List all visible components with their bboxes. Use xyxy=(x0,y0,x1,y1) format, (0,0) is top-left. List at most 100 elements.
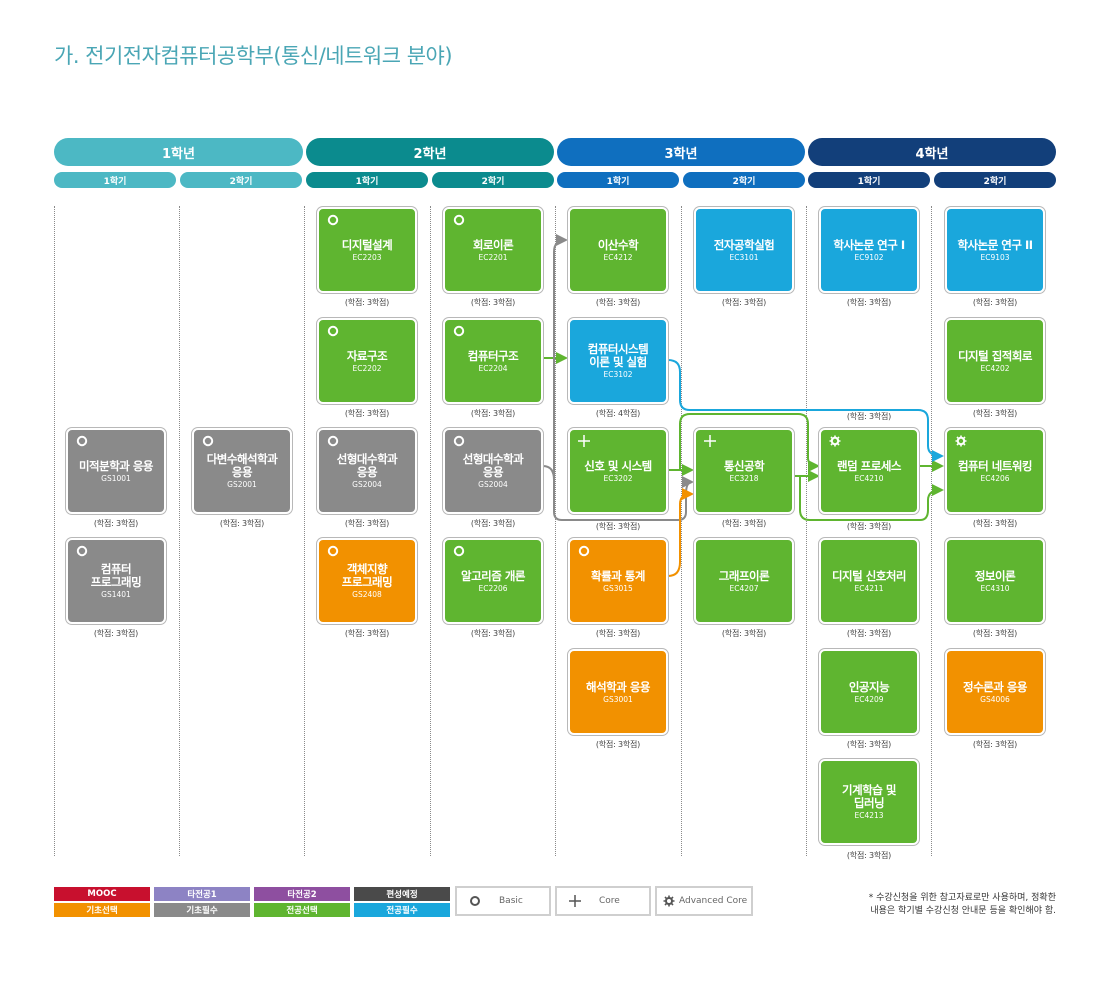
semester-header-2-2: 2학기 xyxy=(432,172,554,188)
course-credit: (학점: 3학점) xyxy=(595,740,641,749)
course-code: EC9102 xyxy=(854,252,884,262)
course-credit: (학점: 3학점) xyxy=(846,522,892,531)
course-card[interactable]: 신호 및 시스템 EC3202 xyxy=(568,428,668,514)
course-card[interactable]: 그래프이론 EC4207 xyxy=(694,538,794,624)
note-line-2: 내용은 학기별 수강신청 안내문 등을 확인해야 함. xyxy=(870,906,1056,916)
column-divider xyxy=(806,206,807,856)
course-card[interactable]: 해석학과 응용 GS3001 xyxy=(568,649,668,735)
course-card[interactable]: 객체지향 프로그래밍 GS2408 xyxy=(317,538,417,624)
course-name: 이산수학 xyxy=(597,237,639,252)
course-card[interactable]: 정보이론 EC4310 xyxy=(945,538,1045,624)
legend-basic-label: Basic xyxy=(499,896,523,906)
course-code: EC3101 xyxy=(729,252,759,262)
basic-marker-icon xyxy=(470,896,480,906)
course-code: EC4310 xyxy=(980,583,1010,593)
course-credit: (학점: 3학점) xyxy=(972,409,1018,418)
course-code: EC3202 xyxy=(603,473,633,483)
course-code: EC2203 xyxy=(352,252,382,262)
course-code: EC4210 xyxy=(854,473,884,483)
course-code: EC2202 xyxy=(352,363,382,373)
course-code: EC2201 xyxy=(478,252,508,262)
course-name: 랜덤 프로세스 xyxy=(837,458,901,473)
course-card[interactable]: 선형대수학과 응용 GS2004 xyxy=(443,428,543,514)
course-card[interactable]: 랜덤 프로세스 EC4210 xyxy=(819,428,919,514)
page-title: 가. 전기전자컴퓨터공학부(통신/네트워크 분야) xyxy=(54,44,453,68)
course-credit: (학점: 3학점) xyxy=(972,629,1018,638)
course-name: 선형대수학과 응용 xyxy=(336,452,398,479)
course-code: EC4207 xyxy=(729,583,759,593)
course-card[interactable]: 회로이론 EC2201 xyxy=(443,207,543,293)
course-card[interactable]: 선형대수학과 응용 GS2004 xyxy=(317,428,417,514)
course-credit: (학점: 3학점) xyxy=(721,519,767,528)
arrow-signals-to-random-process xyxy=(679,413,820,472)
gear-icon xyxy=(663,895,675,907)
course-name: 정수론과 응용 xyxy=(963,679,1027,694)
course-credit: (학점: 3학점) xyxy=(846,412,892,421)
course-name: 확률과 통계 xyxy=(591,568,645,583)
course-name: 객체지향 프로그래밍 xyxy=(341,562,393,589)
course-card[interactable]: 학사논문 연구 I EC9102 xyxy=(819,207,919,293)
course-card[interactable]: 컴퓨터시스템 이론 및 실험 EC3102 xyxy=(568,318,668,404)
course-code: GS3015 xyxy=(603,583,633,593)
course-card[interactable]: 디지털 집적회로 EC4202 xyxy=(945,318,1045,404)
column-divider xyxy=(681,206,682,856)
semester-header-1-2: 2학기 xyxy=(180,172,302,188)
legend-basic: Basic xyxy=(455,886,551,916)
course-card[interactable]: 기계학습 및 딥러닝 EC4213 xyxy=(819,759,919,845)
basic-marker-icon xyxy=(327,214,339,226)
column-divider xyxy=(304,206,305,856)
course-credit: (학점: 3학점) xyxy=(972,519,1018,528)
course-card[interactable]: 컴퓨터구조 EC2204 xyxy=(443,318,543,404)
legend-advanced-core-label: Advanced Core xyxy=(679,896,748,906)
course-code: GS3001 xyxy=(603,694,633,704)
course-code: GS1001 xyxy=(101,473,131,483)
course-card[interactable]: 미적분학과 응용 GS1001 xyxy=(66,428,166,514)
core-marker-icon xyxy=(704,435,716,447)
course-card[interactable]: 자료구조 EC2202 xyxy=(317,318,417,404)
course-card[interactable]: 확률과 통계 GS3015 xyxy=(568,538,668,624)
course-code: EC3102 xyxy=(603,370,633,379)
course-name: 그래프이론 xyxy=(718,568,770,583)
course-credit: (학점: 3학점) xyxy=(344,409,390,418)
course-card[interactable]: 이산수학 EC4212 xyxy=(568,207,668,293)
course-card[interactable]: 인공지능 EC4209 xyxy=(819,649,919,735)
course-code: EC4206 xyxy=(980,473,1010,483)
course-code: EC9103 xyxy=(980,252,1010,262)
course-credit: (학점: 3학점) xyxy=(470,298,516,307)
basic-marker-icon xyxy=(578,545,590,557)
course-card[interactable]: 알고리즘 개론 EC2206 xyxy=(443,538,543,624)
semester-header-3-1: 1학기 xyxy=(557,172,679,188)
course-credit: (학점: 3학점) xyxy=(219,519,265,528)
course-name: 자료구조 xyxy=(346,348,388,363)
basic-marker-icon xyxy=(76,435,88,447)
course-credit: (학점: 3학점) xyxy=(344,298,390,307)
course-card[interactable]: 정수론과 응용 GS4006 xyxy=(945,649,1045,735)
column-divider xyxy=(54,206,55,856)
legend-basic-elective: 기초선택 xyxy=(54,903,150,917)
year-header-1: 1학년 xyxy=(54,138,303,166)
course-name: 컴퓨터시스템 이론 및 실험 xyxy=(587,342,649,369)
course-code: GS2004 xyxy=(352,480,382,489)
course-card[interactable]: 다변수해석학과 응용 GS2001 xyxy=(192,428,292,514)
course-code: GS4006 xyxy=(980,694,1010,704)
arrow-systems-to-networking xyxy=(667,359,944,462)
course-name: 디지털 신호처리 xyxy=(831,568,907,583)
column-divider xyxy=(179,206,180,856)
course-code: EC2204 xyxy=(478,363,508,373)
course-name: 신호 및 시스템 xyxy=(584,458,652,473)
course-code: EC4213 xyxy=(854,811,884,820)
course-card[interactable]: 컴퓨터 네트워킹 EC4206 xyxy=(945,428,1045,514)
course-name: 선형대수학과 응용 xyxy=(462,452,524,479)
course-code: EC4211 xyxy=(854,583,884,593)
arrow-probability-to-communication xyxy=(667,488,694,577)
core-marker-icon xyxy=(578,435,590,447)
course-card[interactable]: 학사논문 연구 II EC9103 xyxy=(945,207,1045,293)
course-card[interactable]: 통신공학 EC3218 xyxy=(694,428,794,514)
course-card[interactable]: 전자공학실험 EC3101 xyxy=(694,207,794,293)
basic-marker-icon xyxy=(453,435,465,447)
course-card[interactable]: 디지털 신호처리 EC4211 xyxy=(819,538,919,624)
course-card[interactable]: 디지털설계 EC2203 xyxy=(317,207,417,293)
course-card[interactable]: 컴퓨터 프로그래밍 GS1401 xyxy=(66,538,166,624)
basic-marker-icon xyxy=(453,325,465,337)
